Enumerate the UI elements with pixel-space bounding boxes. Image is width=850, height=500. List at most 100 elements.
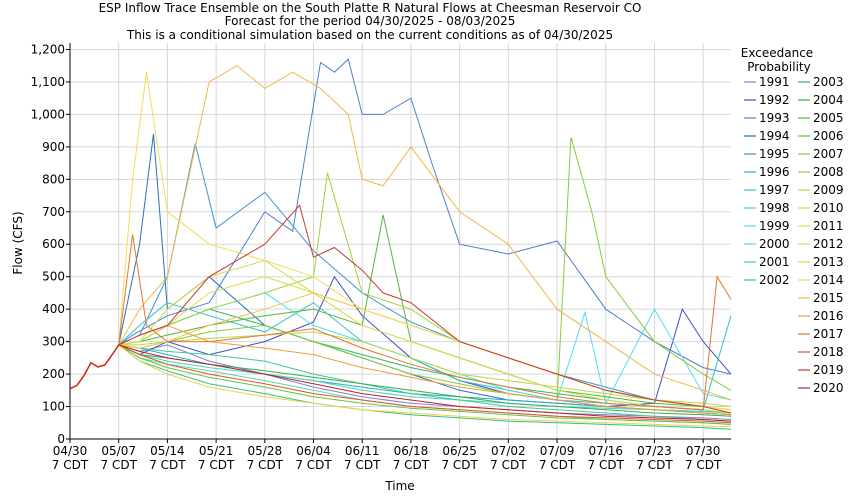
legend-label: 2001 <box>759 255 790 269</box>
trace-2002 <box>118 344 732 430</box>
x-tick-date: 05/28 <box>248 444 283 458</box>
x-tick-date: 07/02 <box>491 444 526 458</box>
trace-2012 <box>118 344 732 428</box>
legend-label: 2014 <box>813 273 844 287</box>
x-tick-tz: 7 CDT <box>393 458 430 472</box>
legend-label: 2018 <box>813 345 844 359</box>
x-tick-date: 05/14 <box>150 444 185 458</box>
legend-label: 1997 <box>759 183 790 197</box>
y-tick-label: 1,200 <box>31 42 65 56</box>
y-tick-label: 600 <box>42 237 65 251</box>
y-tick-label: 900 <box>42 140 65 154</box>
x-tick-date: 04/30 <box>53 444 88 458</box>
trace-2001 <box>118 344 732 422</box>
trace-2017 <box>118 234 732 411</box>
x-tick-tz: 7 CDT <box>247 458 284 472</box>
legend-label: 2007 <box>813 147 844 161</box>
legend-label: 1999 <box>759 219 790 233</box>
x-tick-tz: 7 CDT <box>52 458 89 472</box>
legend-title-2: Probability <box>747 60 810 74</box>
x-tick-date: 06/25 <box>442 444 477 458</box>
x-axis-label: Time <box>384 479 414 493</box>
legend-title-1: Exceedance <box>741 46 813 60</box>
x-tick-date: 05/21 <box>199 444 234 458</box>
x-tick-date: 07/23 <box>637 444 672 458</box>
chart-title: ESP Inflow Trace Ensemble on the South P… <box>99 1 642 15</box>
trace-2016 <box>118 324 732 416</box>
x-tick-date: 06/04 <box>296 444 331 458</box>
legend-label: 1991 <box>759 75 790 89</box>
trace-2009 <box>118 331 732 407</box>
trace-1993 <box>118 58 732 375</box>
x-tick-tz: 7 CDT <box>588 458 625 472</box>
legend-label: 2017 <box>813 327 844 341</box>
y-tick-label: 400 <box>42 302 65 316</box>
x-tick-date: 07/16 <box>588 444 623 458</box>
x-tick-tz: 7 CDT <box>198 458 235 472</box>
x-tick-tz: 7 CDT <box>344 458 381 472</box>
y-tick-label: 500 <box>42 270 65 284</box>
x-tick-date: 07/30 <box>686 444 721 458</box>
trace-2010 <box>118 259 732 414</box>
legend-label: 2000 <box>759 237 790 251</box>
y-tick-label: 700 <box>42 205 65 219</box>
trace-2007 <box>118 136 732 401</box>
legend-label: 2013 <box>813 255 844 269</box>
y-tick-label: 800 <box>42 172 65 186</box>
y-tick-label: 300 <box>42 335 65 349</box>
legend-label: 2012 <box>813 237 844 251</box>
legend-label: 1994 <box>759 129 790 143</box>
chart-subtitle-2: This is a conditional simulation based o… <box>126 28 613 42</box>
x-tick-tz: 7 CDT <box>149 458 186 472</box>
x-tick-tz: 7 CDT <box>101 458 138 472</box>
legend-label: 2020 <box>813 381 844 395</box>
y-tick-label: 100 <box>42 400 65 414</box>
trace-2018 <box>118 344 732 424</box>
legend-label: 1995 <box>759 147 790 161</box>
trace-1998 <box>118 344 732 414</box>
x-tick-date: 06/11 <box>345 444 380 458</box>
x-tick-tz: 7 CDT <box>441 458 478 472</box>
axes <box>66 43 731 443</box>
legend-label: 2019 <box>813 363 844 377</box>
legend-label: 1993 <box>759 111 790 125</box>
legend-label: 1992 <box>759 93 790 107</box>
series-lines <box>69 58 732 430</box>
legend-label: 2006 <box>813 129 844 143</box>
x-tick-date: 05/07 <box>101 444 136 458</box>
legend-label: 2016 <box>813 309 844 323</box>
history-line <box>69 344 120 390</box>
legend-label: 2008 <box>813 165 844 179</box>
trace-1991 <box>118 344 732 420</box>
trace-2019 <box>118 204 732 414</box>
y-tick-label: 1,100 <box>31 75 65 89</box>
legend-label: 1996 <box>759 165 790 179</box>
tick-labels: 0 100 200 300 400 500 600 700 800 900 1,000 1,100 1,… <box>31 42 722 472</box>
x-tick-tz: 7 CDT <box>295 458 332 472</box>
y-axis-label: Flow (CFS) <box>11 211 25 274</box>
legend-label: 2005 <box>813 111 844 125</box>
x-tick-tz: 7 CDT <box>539 458 576 472</box>
legend-label: 2002 <box>759 273 790 287</box>
legend-label: 2011 <box>813 219 844 233</box>
x-tick-date: 07/09 <box>540 444 575 458</box>
y-tick-label: 1,000 <box>31 107 65 121</box>
y-tick-label: 200 <box>42 367 65 381</box>
legend: 1991 1992 1993 1994 1995 1996 1997 1998 1999 2000… <box>744 75 844 395</box>
trace-2006 <box>118 344 732 425</box>
x-tick-tz: 7 CDT <box>490 458 527 472</box>
x-tick-tz: 7 CDT <box>685 458 722 472</box>
x-tick-tz: 7 CDT <box>636 458 673 472</box>
legend-label: 2015 <box>813 291 844 305</box>
chart-subtitle-1: Forecast for the period 04/30/2025 - 08/… <box>225 14 516 28</box>
legend-label: 2004 <box>813 93 844 107</box>
plot-area <box>70 43 731 439</box>
legend-label: 2003 <box>813 75 844 89</box>
y-tick-label: 0 <box>57 432 65 446</box>
trace-2015 <box>118 65 732 401</box>
x-tick-date: 06/18 <box>394 444 429 458</box>
trace-2020 <box>118 344 732 422</box>
trace-2005 <box>118 214 732 411</box>
legend-label: 2010 <box>813 201 844 215</box>
legend-label: 2009 <box>813 183 844 197</box>
